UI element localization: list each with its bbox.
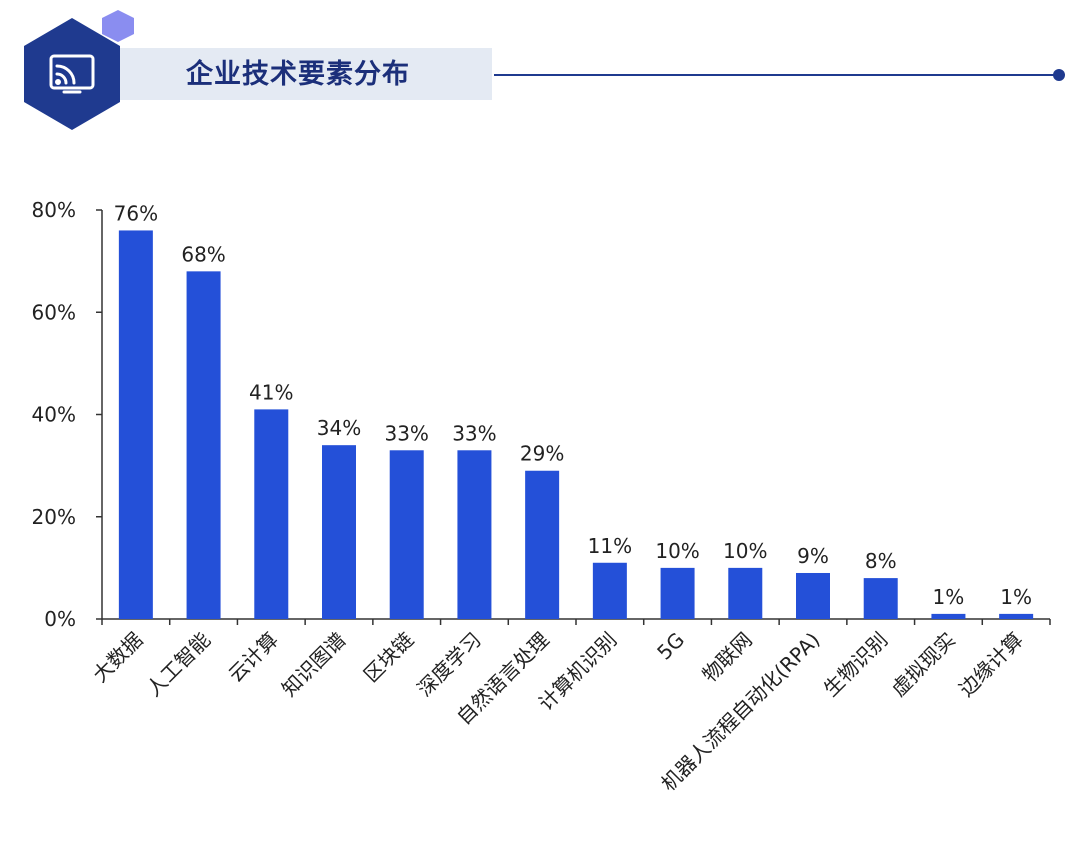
bar-chart-svg: 0% 20% 40% 60% 80% 76% 大数据 68% 人工智能 41% 云计算 34% 知识图谱… (32, 198, 1051, 796)
bar (796, 572, 830, 619)
bar (322, 445, 356, 619)
data-label: 11% (588, 534, 632, 558)
data-label: 29% (520, 442, 564, 466)
bar (931, 613, 966, 619)
data-label: 10% (723, 539, 767, 563)
data-label: 9% (797, 544, 829, 568)
header-graphics (102, 10, 1065, 81)
x-tick-label: 大数据 (88, 628, 147, 687)
bar (186, 271, 221, 619)
bar (525, 470, 560, 619)
logo-hexagon (24, 18, 120, 130)
x-tick-label: 物联网 (697, 628, 756, 687)
bar (728, 567, 763, 619)
bar (254, 409, 289, 619)
bar-chart: 0% 20% 40% 60% 80% 76% 大数据 68% 人工智能 41% 云计算 34% 知识图谱… (0, 140, 1080, 850)
bar (389, 450, 424, 619)
data-label: 10% (655, 539, 699, 563)
x-tick-label: 人工智能 (142, 628, 216, 702)
x-tick-label: 云计算 (223, 628, 282, 687)
data-label: 41% (249, 380, 293, 404)
accent-hexagon (102, 10, 134, 42)
data-label: 1% (1000, 585, 1032, 609)
bar (660, 567, 695, 619)
bar (118, 230, 153, 619)
x-tick-label: 知识图谱 (277, 628, 351, 702)
monitor-signal-icon (49, 54, 95, 94)
y-tick-label: 80% (32, 198, 76, 222)
y-tick-label: 20% (32, 505, 76, 529)
data-label: 33% (452, 421, 496, 445)
bar (592, 562, 627, 619)
data-label: 76% (114, 201, 158, 225)
x-tick-label: 生物识别 (819, 628, 893, 702)
x-tick-label: 边缘计算 (954, 628, 1028, 702)
y-tick-label: 60% (32, 300, 76, 324)
data-label: 34% (317, 416, 361, 440)
x-tick-label: 虚拟现实 (886, 628, 960, 702)
data-label: 8% (865, 549, 897, 573)
x-tick-label: 区块链 (359, 628, 418, 687)
title-rule-dot (1053, 69, 1065, 81)
title-band (120, 48, 492, 100)
y-tick-label: 40% (32, 403, 76, 427)
data-label: 33% (384, 421, 428, 445)
page-title: 企业技术要素分布 (186, 59, 410, 90)
bar (457, 450, 492, 619)
x-tick-label: 5G (652, 628, 689, 665)
data-label: 68% (181, 242, 225, 266)
y-tick-label: 0% (44, 607, 76, 631)
header: 企业技术要素分布 (0, 0, 1080, 140)
data-label: 1% (933, 585, 965, 609)
bar (999, 613, 1034, 619)
bar (863, 578, 898, 619)
